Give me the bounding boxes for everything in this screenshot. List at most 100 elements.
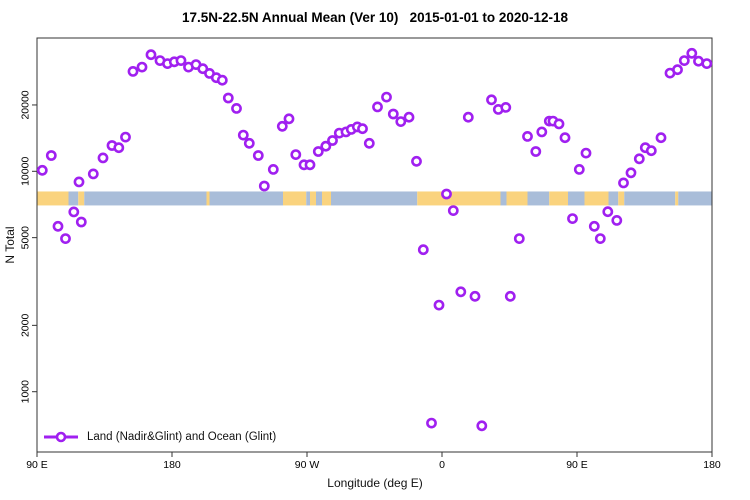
land-band-segment bbox=[506, 191, 528, 206]
data-point bbox=[276, 120, 288, 132]
data-point bbox=[536, 126, 548, 138]
data-point bbox=[559, 132, 571, 144]
ocean-band-segment bbox=[316, 191, 322, 206]
data-point bbox=[588, 220, 600, 232]
data-point bbox=[469, 290, 481, 302]
ocean-band-segment bbox=[68, 191, 79, 206]
plot-box bbox=[36, 37, 713, 453]
data-point bbox=[567, 213, 578, 224]
y-tick-label: 1000 bbox=[20, 380, 32, 404]
land-band-segment bbox=[206, 191, 210, 206]
data-point bbox=[553, 118, 565, 130]
y-tick-label: 5000 bbox=[20, 226, 32, 250]
data-point bbox=[455, 286, 467, 298]
data-point bbox=[127, 66, 139, 77]
y-tick-label: 10000 bbox=[20, 157, 32, 186]
y-tick-label: 20000 bbox=[20, 90, 32, 119]
land-band-segment bbox=[584, 191, 609, 206]
data-point bbox=[372, 101, 383, 113]
data-point bbox=[504, 290, 516, 302]
x-tick-label: 180 bbox=[703, 459, 721, 471]
data-point bbox=[625, 167, 637, 179]
data-point bbox=[68, 206, 80, 218]
ocean-band-segment bbox=[678, 191, 712, 206]
data-point bbox=[60, 233, 71, 244]
data-point bbox=[363, 137, 375, 149]
ocean-band-segment bbox=[568, 191, 585, 206]
data-point bbox=[513, 233, 525, 244]
data-point bbox=[45, 150, 57, 161]
data-point bbox=[645, 145, 657, 157]
data-point bbox=[672, 64, 683, 76]
land-band-segment bbox=[417, 191, 501, 206]
land-band-segment bbox=[675, 191, 679, 206]
land-band-segment bbox=[310, 191, 316, 206]
data-point bbox=[267, 163, 279, 175]
data-point bbox=[633, 153, 645, 165]
land-band-segment bbox=[322, 191, 331, 206]
y-tick-label: 2000 bbox=[20, 314, 32, 338]
data-point bbox=[75, 216, 87, 228]
data-point bbox=[387, 108, 399, 120]
ocean-band-segment bbox=[608, 191, 619, 206]
data-point bbox=[433, 299, 445, 311]
data-point bbox=[258, 180, 270, 192]
data-point bbox=[701, 58, 713, 69]
land-band-segment bbox=[78, 191, 85, 206]
chart-title: 17.5N-22.5N Annual Mean (Ver 10) 2015-01… bbox=[182, 10, 568, 25]
data-point bbox=[403, 111, 415, 123]
x-tick-label: 90 E bbox=[26, 459, 48, 471]
data-point bbox=[231, 103, 242, 114]
data-point bbox=[602, 206, 614, 218]
data-point bbox=[357, 123, 368, 135]
x-tick-label: 90 W bbox=[295, 459, 320, 471]
data-point bbox=[327, 135, 338, 146]
x-tick-label: 0 bbox=[439, 459, 445, 471]
data-point bbox=[381, 91, 392, 103]
data-point bbox=[304, 159, 316, 171]
data-point bbox=[73, 176, 85, 188]
data-point bbox=[395, 116, 407, 127]
data-point bbox=[283, 113, 295, 125]
data-point bbox=[252, 150, 264, 161]
land-band-segment bbox=[618, 191, 625, 206]
data-point bbox=[476, 420, 488, 432]
ocean-band-segment bbox=[84, 191, 207, 206]
data-point bbox=[320, 140, 332, 152]
legend-label: Land (Nadir&Glint) and Ocean (Glint) bbox=[87, 431, 277, 443]
data-point bbox=[693, 55, 704, 67]
ocean-band-segment bbox=[527, 191, 550, 206]
data-point bbox=[290, 149, 302, 160]
data-point bbox=[594, 233, 606, 244]
data-point bbox=[243, 137, 255, 149]
data-point bbox=[136, 61, 148, 73]
data-point bbox=[411, 155, 422, 167]
data-point bbox=[655, 132, 667, 144]
data-point bbox=[580, 147, 592, 159]
land-band-segment bbox=[549, 191, 568, 206]
data-point bbox=[145, 49, 157, 61]
data-point bbox=[426, 417, 437, 429]
data-point bbox=[237, 129, 249, 141]
data-point bbox=[462, 111, 474, 123]
data-point bbox=[447, 205, 459, 216]
data-point bbox=[678, 55, 690, 66]
data-point bbox=[97, 152, 109, 164]
data-point bbox=[686, 47, 698, 59]
data-point bbox=[120, 131, 131, 143]
y-axis-title: N Total bbox=[3, 226, 17, 264]
x-axis-title: Longitude (deg E) bbox=[327, 476, 423, 490]
data-point bbox=[486, 94, 497, 106]
data-point bbox=[530, 146, 542, 157]
x-tick-label: 90 E bbox=[566, 459, 588, 471]
data-point bbox=[441, 188, 452, 200]
data-point bbox=[36, 164, 48, 176]
ocean-band-segment bbox=[500, 191, 507, 206]
data-point bbox=[312, 146, 324, 157]
legend-marker-icon bbox=[44, 431, 78, 443]
x-tick-label: 180 bbox=[163, 459, 181, 471]
ocean-band-segment bbox=[306, 191, 310, 206]
data-point bbox=[611, 214, 623, 226]
